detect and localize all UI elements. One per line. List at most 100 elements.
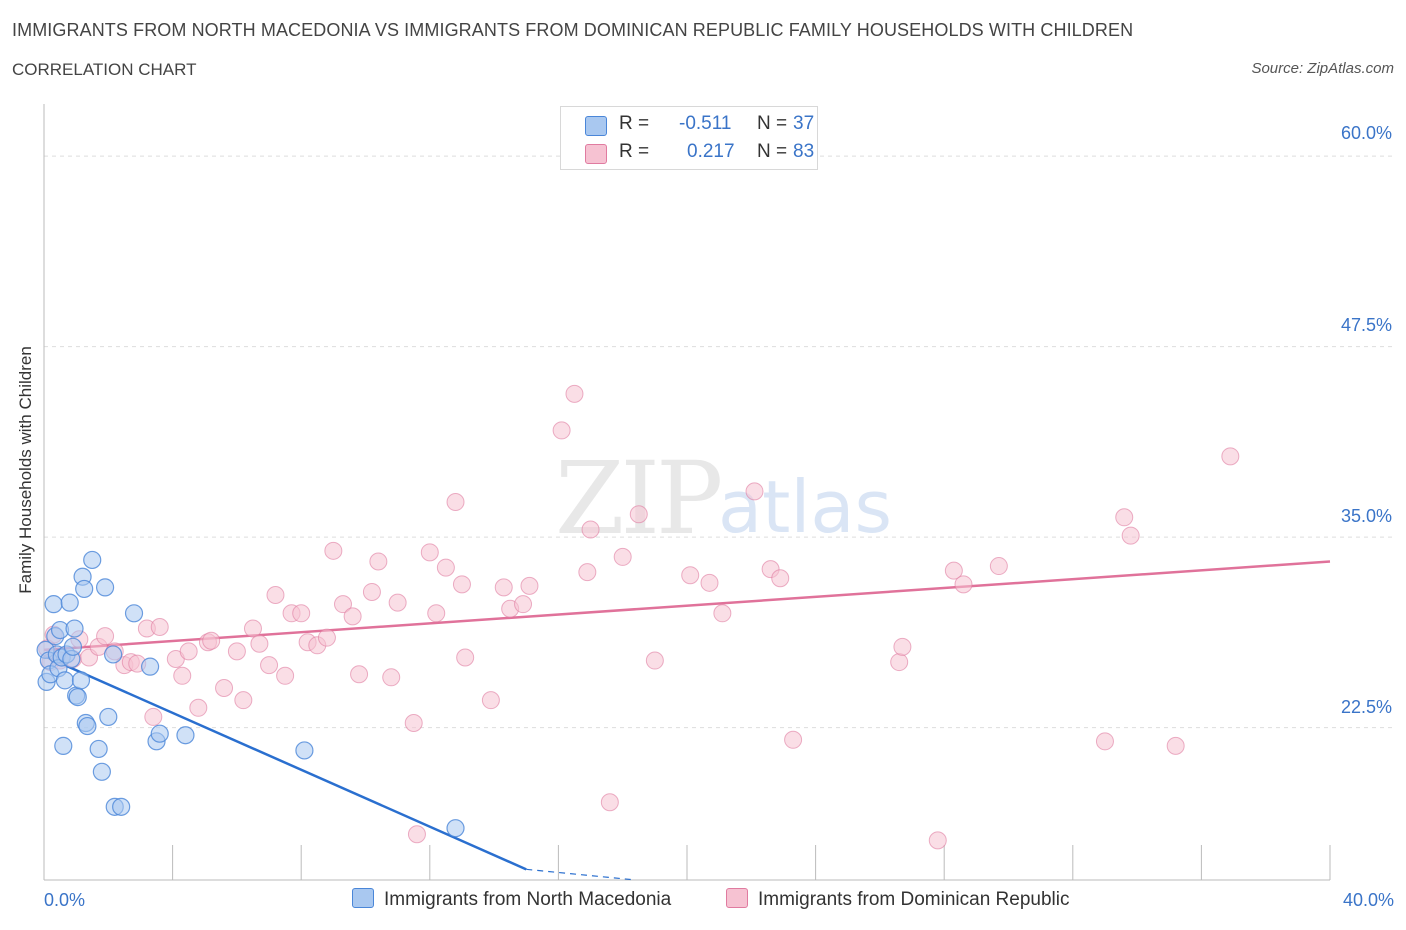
data-point-dominican-republic bbox=[581, 520, 600, 539]
y-tick-label: 22.5% bbox=[1340, 697, 1392, 717]
trend-line-north-macedonia bbox=[43, 654, 527, 871]
data-point-north-macedonia bbox=[446, 819, 465, 838]
data-point-dominican-republic bbox=[446, 493, 465, 512]
legend-n-label: N = bbox=[757, 141, 788, 162]
data-point-north-macedonia bbox=[150, 724, 169, 743]
data-point-dominican-republic bbox=[260, 656, 279, 675]
data-point-dominican-republic bbox=[179, 642, 198, 661]
legend-swatch-blue bbox=[585, 116, 607, 136]
data-point-dominican-republic bbox=[928, 831, 947, 850]
data-point-dominican-republic bbox=[944, 561, 963, 580]
watermark-atlas: atlas bbox=[718, 465, 892, 549]
data-point-dominican-republic bbox=[645, 651, 664, 670]
data-point-dominican-republic bbox=[600, 793, 619, 812]
legend-r-label: R = bbox=[619, 113, 650, 134]
data-point-dominican-republic bbox=[565, 384, 584, 403]
data-point-dominican-republic bbox=[456, 648, 475, 667]
y-axis-label-wrap: Family Households with Children bbox=[14, 300, 38, 640]
data-point-dominican-republic bbox=[771, 569, 790, 588]
y-tick-label: 35.0% bbox=[1340, 506, 1392, 526]
data-point-dominican-republic bbox=[784, 730, 803, 749]
data-point-dominican-republic bbox=[613, 547, 632, 566]
data-point-dominican-republic bbox=[144, 707, 163, 726]
axes bbox=[43, 104, 1331, 881]
data-point-north-macedonia bbox=[83, 550, 102, 570]
data-point-dominican-republic bbox=[745, 482, 764, 501]
data-point-dominican-republic bbox=[317, 628, 336, 647]
data-point-dominican-republic bbox=[292, 604, 311, 623]
bottom-legend-label: Immigrants from North Macedonia bbox=[384, 889, 672, 910]
bottom-legend-north-macedonia: Immigrants from North Macedonia bbox=[352, 888, 671, 911]
data-point-north-macedonia bbox=[295, 741, 314, 760]
data-point-dominican-republic bbox=[520, 576, 539, 595]
data-point-dominican-republic bbox=[494, 578, 513, 597]
data-point-dominican-republic bbox=[215, 678, 234, 697]
data-point-dominican-republic bbox=[276, 666, 295, 685]
data-point-dominican-republic bbox=[173, 666, 192, 685]
data-point-north-macedonia bbox=[75, 579, 94, 599]
bottom-legend-swatch-blue bbox=[352, 888, 374, 908]
bottom-legend-swatch-pink bbox=[726, 888, 748, 908]
data-point-dominican-republic bbox=[343, 607, 362, 626]
trend-lines bbox=[43, 560, 1331, 881]
legend-r-value: 0.217 bbox=[687, 141, 735, 162]
data-point-dominican-republic bbox=[404, 714, 423, 733]
data-point-north-macedonia bbox=[65, 619, 84, 638]
data-point-dominican-republic bbox=[202, 631, 221, 650]
data-point-north-macedonia bbox=[112, 797, 131, 816]
data-point-dominican-republic bbox=[629, 505, 648, 524]
source-note: Source: ZipAtlas.com bbox=[1251, 60, 1394, 77]
data-point-north-macedonia bbox=[68, 688, 87, 707]
data-point-dominican-republic bbox=[250, 634, 269, 653]
legend-n-value: 37 bbox=[793, 113, 815, 134]
data-point-north-macedonia bbox=[124, 604, 144, 623]
data-point-north-macedonia bbox=[99, 707, 118, 727]
data-point-dominican-republic bbox=[700, 573, 719, 592]
data-point-north-macedonia bbox=[71, 671, 91, 690]
data-point-north-macedonia bbox=[92, 762, 111, 781]
data-point-north-macedonia bbox=[104, 645, 123, 664]
data-point-dominican-republic bbox=[578, 563, 597, 582]
x-tick-label-max: 40.0% bbox=[1342, 890, 1394, 910]
data-point-dominican-republic bbox=[350, 665, 369, 684]
chart-subtitle: CORRELATION CHART bbox=[12, 60, 197, 79]
data-point-dominican-republic bbox=[407, 825, 426, 844]
data-point-dominican-republic bbox=[189, 698, 208, 717]
data-point-dominican-republic bbox=[234, 691, 253, 710]
legend-n-label: N = bbox=[757, 113, 788, 134]
data-point-north-macedonia bbox=[176, 726, 195, 745]
data-point-north-macedonia bbox=[44, 595, 63, 614]
data-point-dominican-republic bbox=[243, 619, 262, 638]
data-point-dominican-republic bbox=[362, 582, 381, 601]
gridlines bbox=[44, 155, 1392, 729]
data-point-dominican-republic bbox=[552, 421, 571, 440]
legend-r-value: -0.511 bbox=[679, 113, 732, 134]
y-axis-label: Family Households with Children bbox=[16, 346, 35, 594]
data-point-dominican-republic bbox=[1221, 447, 1240, 466]
data-point-dominican-republic bbox=[427, 604, 446, 623]
data-point-dominican-republic bbox=[420, 543, 439, 562]
data-point-dominican-republic bbox=[989, 557, 1008, 576]
data-point-north-macedonia bbox=[54, 736, 73, 755]
data-point-north-macedonia bbox=[78, 716, 97, 736]
bottom-legend-dominican-republic: Immigrants from Dominican Republic bbox=[726, 888, 1070, 911]
data-point-dominican-republic bbox=[1166, 736, 1185, 755]
series-dominican-republic bbox=[38, 384, 1240, 850]
data-point-dominican-republic bbox=[388, 593, 407, 612]
data-point-dominican-republic bbox=[713, 604, 732, 623]
data-point-dominican-republic bbox=[333, 595, 352, 614]
data-point-dominican-republic bbox=[436, 558, 455, 577]
data-point-dominican-republic bbox=[1095, 732, 1114, 751]
chart-title: IMMIGRANTS FROM NORTH MACEDONIA VS IMMIG… bbox=[12, 20, 1134, 40]
legend-n-value: 83 bbox=[793, 141, 815, 162]
data-point-dominican-republic bbox=[382, 668, 401, 687]
data-point-north-macedonia bbox=[63, 637, 83, 656]
data-point-north-macedonia bbox=[55, 671, 74, 690]
data-point-dominican-republic bbox=[266, 586, 285, 605]
stats-legend: R = -0.511 N = 37 R = 0.217 N = 83 bbox=[560, 106, 818, 170]
data-point-dominican-republic bbox=[1115, 508, 1134, 527]
bottom-legend-label: Immigrants from Dominican Republic bbox=[758, 889, 1070, 910]
trend-line-north-macedonia-extension bbox=[526, 868, 636, 881]
x-tick-label-min: 0.0% bbox=[44, 890, 86, 910]
